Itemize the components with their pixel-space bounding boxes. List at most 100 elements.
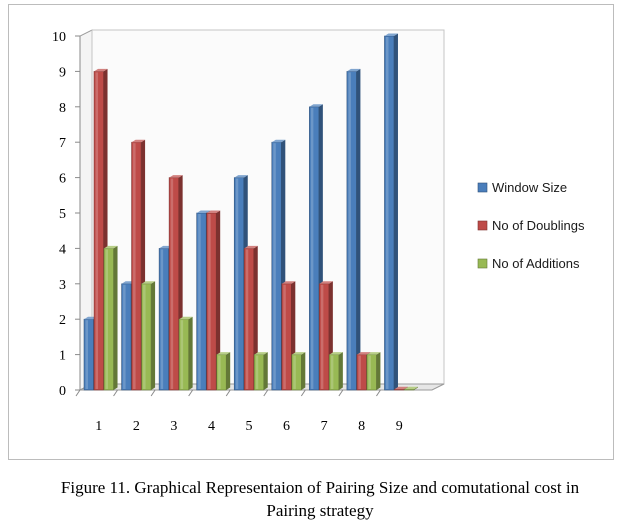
bar-side — [356, 68, 361, 391]
bar-top — [366, 352, 381, 355]
bar — [346, 68, 361, 391]
x-tick-mark — [113, 389, 118, 397]
bar-side — [216, 210, 221, 390]
bar-highlight — [245, 249, 249, 389]
bar-top — [384, 33, 398, 36]
bar-front — [309, 106, 320, 391]
bar-front — [206, 212, 217, 391]
bar-front — [103, 248, 114, 391]
bar-top — [319, 281, 333, 284]
bar-top — [291, 352, 306, 355]
bar-side — [338, 352, 343, 390]
bar-top — [356, 352, 371, 355]
x-tick-label: 5 — [246, 419, 253, 434]
legend-swatch — [477, 258, 488, 269]
bar-front — [356, 354, 367, 391]
legend-label: Window Size — [492, 180, 567, 195]
y-tick-label: 9 — [59, 65, 66, 80]
y-tick-label: 2 — [59, 313, 66, 328]
bar-highlight — [123, 284, 126, 389]
bar-side — [151, 281, 156, 390]
bar — [384, 33, 398, 391]
x-tick-label: 1 — [95, 419, 102, 434]
bar-front — [168, 177, 179, 391]
bar-front — [329, 354, 340, 391]
bar — [103, 245, 118, 391]
bar-front — [141, 283, 152, 391]
bar-top — [404, 386, 418, 390]
bar-front — [346, 71, 357, 391]
x-tick-mark — [150, 389, 156, 397]
bar-front — [366, 354, 377, 391]
bar-top — [131, 139, 146, 143]
bar-highlight — [160, 249, 164, 389]
bar-side — [226, 352, 231, 390]
bar-highlight — [143, 284, 146, 389]
bar — [366, 352, 381, 391]
bar-side — [263, 352, 268, 390]
x-tick-label: 7 — [321, 419, 328, 434]
legend-swatch — [477, 182, 488, 193]
caption-line-2: Pairing strategy — [266, 501, 374, 520]
y-tick-label: 3 — [59, 278, 66, 293]
bar-highlight — [170, 178, 174, 389]
bar-top — [206, 210, 221, 213]
bar-front — [394, 388, 405, 391]
bar-top — [254, 352, 268, 355]
bar-highlight — [198, 214, 201, 389]
x-tick-mark — [300, 389, 306, 397]
bar-top — [309, 104, 323, 107]
bar-highlight — [208, 214, 211, 389]
bar — [329, 352, 343, 391]
x-tick-mark — [338, 389, 344, 397]
bar-top — [244, 245, 258, 249]
legend-label: No of Doublings — [492, 218, 585, 233]
bar-top — [281, 281, 296, 284]
bar-highlight — [133, 143, 136, 389]
x-tick-label: 3 — [170, 419, 177, 434]
bar-highlight — [330, 355, 334, 389]
bar-front — [291, 354, 302, 391]
bar-front — [281, 283, 292, 391]
bar-top — [104, 245, 118, 249]
bar-highlight — [235, 178, 239, 389]
x-tick-label: 2 — [133, 419, 140, 434]
bar — [178, 316, 193, 391]
legend-label: No of Additions — [492, 256, 580, 271]
legend-item: No of Additions — [477, 256, 580, 271]
bar-front — [121, 283, 132, 391]
bar-highlight — [385, 37, 389, 389]
bar-highlight — [85, 320, 89, 389]
bar-side — [393, 33, 398, 390]
bar-side — [413, 386, 418, 390]
y-tick-label: 0 — [59, 384, 66, 399]
bar-side — [301, 352, 306, 390]
x-tick-mark — [263, 389, 269, 397]
y-tick-label: 5 — [59, 207, 66, 222]
bar-chart: 0 1 2 3 4 5 6 7 8 9 10 1 2 3 4 5 6 7 8 9 Window Size No of … — [52, 29, 585, 434]
bar-highlight — [358, 355, 361, 389]
bar-highlight — [320, 284, 324, 389]
x-tick-mark — [376, 389, 381, 397]
bar-highlight — [95, 72, 99, 390]
bar-highlight — [105, 249, 109, 389]
bars — [83, 33, 418, 391]
bar-top — [141, 281, 156, 284]
bar-top — [271, 139, 286, 143]
y-tick-label: 6 — [59, 172, 66, 187]
y-axis: 0 1 2 3 4 5 6 7 8 9 10 — [52, 30, 81, 399]
bar-front — [404, 388, 415, 391]
bar-top — [234, 175, 248, 178]
bar-front — [319, 283, 330, 391]
bar — [206, 210, 221, 391]
bar — [404, 386, 418, 391]
bar-front — [178, 318, 189, 391]
bar-top — [216, 352, 231, 355]
x-tick-label: 6 — [283, 419, 290, 434]
x-tick-label: 8 — [358, 419, 365, 434]
bar-top — [179, 316, 193, 320]
bar-top — [346, 68, 361, 72]
bar-front — [216, 354, 227, 391]
legend: Window Size No of Doublings No of Addition… — [477, 180, 585, 271]
caption-line-1: Figure 11. Graphical Representaion of Pa… — [60, 478, 580, 497]
